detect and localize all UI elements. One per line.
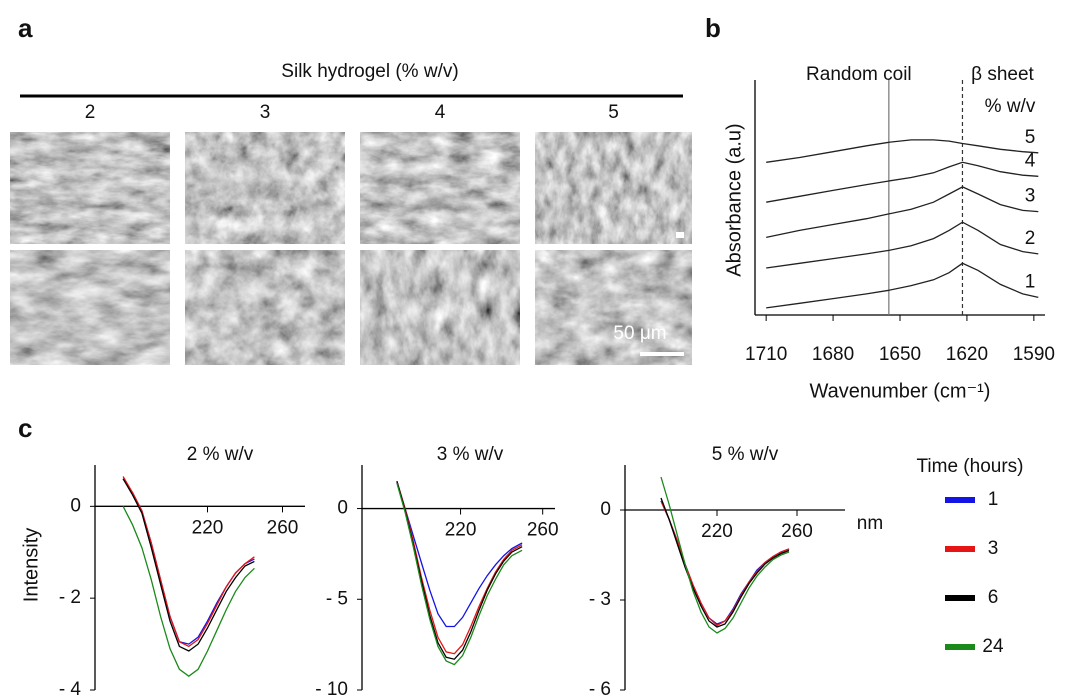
micrograph <box>535 132 692 244</box>
series-label: 4 <box>1025 150 1036 171</box>
micrograph <box>360 250 520 365</box>
x-tick-label: 1710 <box>745 344 787 365</box>
micrograph <box>185 250 345 365</box>
series-label: 5 <box>1025 127 1036 148</box>
chart-title: 3 % w/v <box>437 444 504 465</box>
series-line <box>766 262 1039 309</box>
panel-a-title: Silk hydrogel (% w/v) <box>281 61 458 82</box>
y-tick-label: 0 <box>70 495 81 516</box>
legend-title: Time (hours) <box>917 456 1024 477</box>
series-line <box>396 482 523 666</box>
series-line <box>122 478 255 652</box>
x-tick-label: 260 <box>267 517 299 538</box>
y-tick-label: 0 <box>600 499 611 520</box>
panel-label: c <box>18 413 32 443</box>
x-axis-label: Wavenumber (cm⁻¹) <box>810 380 991 402</box>
x-tick-label: 260 <box>527 520 559 541</box>
series-line <box>766 186 1039 239</box>
micrograph <box>535 250 692 365</box>
series-line <box>660 497 790 628</box>
scale-mark <box>676 232 684 238</box>
legend-swatch <box>945 595 975 601</box>
x-tick-label: 1620 <box>946 344 988 365</box>
series-line <box>396 481 523 655</box>
series-line <box>122 476 255 648</box>
reference-label: Random coil <box>806 64 912 85</box>
series-label: 1 <box>1025 271 1036 292</box>
micrograph <box>10 250 170 365</box>
x-tick-label: 220 <box>701 521 733 542</box>
series-line <box>766 139 1039 163</box>
x-tick-label: 1680 <box>812 344 854 365</box>
series-label: 2 <box>1025 228 1036 249</box>
x-tick-label: 220 <box>445 520 477 541</box>
series-line <box>660 476 790 634</box>
y-tick-label: - 6 <box>589 679 611 698</box>
column-label: 3 <box>260 102 271 123</box>
legend-swatch <box>945 644 975 650</box>
chart-title: 5 % w/v <box>712 444 779 465</box>
series-line <box>122 506 255 678</box>
series-line <box>766 161 1039 203</box>
x-unit-label: nm <box>857 513 883 534</box>
y-tick-label: - 4 <box>59 679 82 698</box>
micrograph <box>185 132 345 244</box>
x-tick-label: 260 <box>781 521 813 542</box>
series-line <box>122 478 255 645</box>
micrograph <box>10 132 170 244</box>
x-tick-label: 1650 <box>879 344 921 365</box>
column-label: 2 <box>85 102 96 123</box>
y-tick-label: - 5 <box>326 588 348 609</box>
reference-label: β sheet <box>971 64 1034 85</box>
legend-label: 6 <box>988 587 999 608</box>
legend-label: 3 <box>988 538 999 559</box>
legend-swatch <box>945 546 975 552</box>
legend-swatch <box>945 497 975 503</box>
chart-title: 2 % w/v <box>187 444 254 465</box>
micrographs <box>10 132 692 365</box>
x-tick-label: 220 <box>192 517 224 538</box>
x-tick-label: 1590 <box>1013 344 1055 365</box>
column-label: 5 <box>608 102 619 123</box>
y-axis-label: Intensity <box>20 528 42 602</box>
y-tick-label: - 10 <box>315 679 348 698</box>
column-label: 4 <box>435 102 446 123</box>
legend-label: 1 <box>988 489 999 510</box>
panel-label: b <box>705 13 721 43</box>
legend-label: 24 <box>982 636 1004 657</box>
micrograph <box>360 132 520 244</box>
series-line <box>766 221 1039 269</box>
series-line <box>396 481 523 628</box>
legend-title: % w/v <box>985 96 1036 117</box>
y-tick-label: - 2 <box>59 587 81 608</box>
y-axis-label: Absorbance (a.u) <box>723 123 745 276</box>
y-tick-label: 0 <box>337 498 348 519</box>
scale-bar-label: 50 μm <box>613 323 666 344</box>
panel-label: a <box>18 13 33 43</box>
y-tick-label: - 3 <box>589 589 611 610</box>
series-label: 3 <box>1025 186 1036 207</box>
